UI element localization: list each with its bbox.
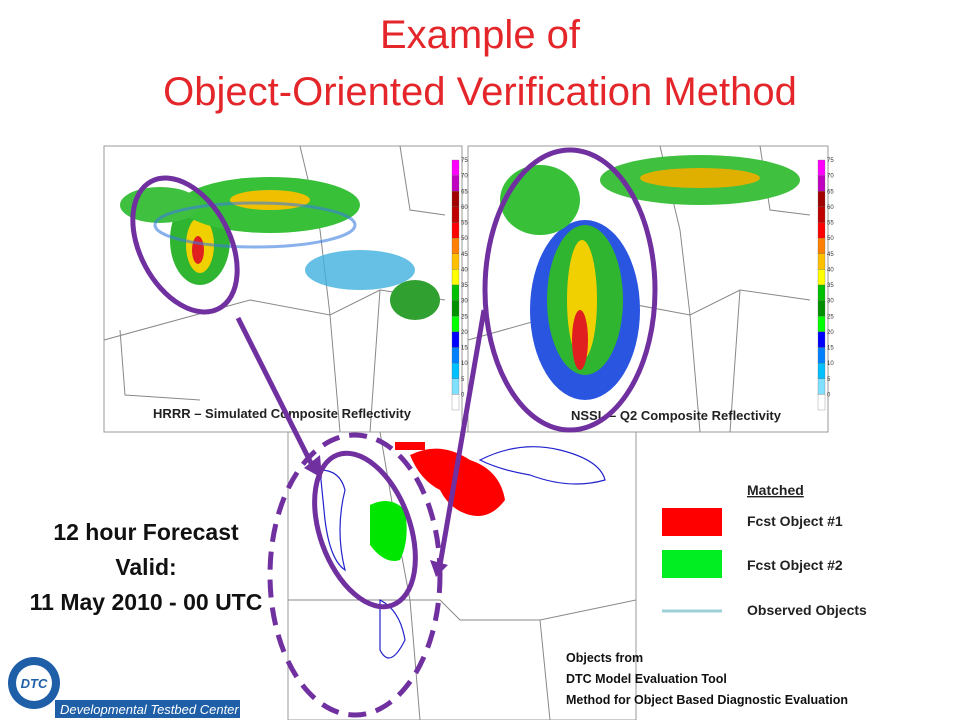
colorbar-label: 35 — [827, 283, 834, 289]
colorbar-label: 20 — [827, 330, 834, 336]
colorbar-segment — [817, 175, 826, 192]
title-line: Example of — [380, 13, 581, 57]
legend-item: Fcst Object #1 — [747, 513, 843, 529]
logo: DTC Developmental Testbed Center — [0, 655, 240, 720]
colorbar-segment — [451, 347, 460, 364]
colorbar-segment — [451, 237, 460, 254]
colorbar-label: 5 — [827, 377, 831, 383]
colorbar-segment — [817, 237, 826, 254]
colorbar-segment — [817, 394, 826, 411]
colorbar-segment — [817, 222, 826, 239]
colorbar-label: 30 — [461, 299, 468, 305]
colorbar-segment — [451, 394, 460, 411]
colorbar-segment — [451, 191, 460, 208]
forecast-text: 11 May 2010 - 00 UTC — [30, 589, 263, 615]
legend-item: Observed Objects — [747, 602, 867, 618]
legend-swatch — [662, 508, 722, 536]
colorbar-label: 40 — [461, 267, 468, 273]
colorbar-label: 55 — [827, 221, 834, 227]
panel-caption: NSSL – Q2 Composite Reflectivity — [571, 408, 782, 423]
mode-map — [287, 431, 637, 720]
colorbar-label: 30 — [827, 299, 834, 305]
colorbar-segment — [451, 362, 460, 379]
source-text: Method for Object Based Diagnostic Evalu… — [566, 693, 848, 707]
colorbar-segment — [451, 284, 460, 301]
colorbar-label: 25 — [827, 314, 834, 320]
annotations — [130, 147, 658, 718]
source-text: DTC Model Evaluation Tool — [566, 672, 727, 686]
nssl-map — [467, 145, 829, 433]
legend-item: Fcst Object #2 — [747, 557, 843, 573]
source-text: Objects from — [566, 651, 643, 665]
colorbar-segment — [451, 159, 460, 176]
colorbar-segment — [451, 175, 460, 192]
colorbar-label: 15 — [827, 346, 834, 352]
colorbar-label: 10 — [461, 361, 468, 367]
colorbar-segment — [451, 300, 460, 317]
colorbar-label: 70 — [827, 174, 834, 180]
colorbar-label: 45 — [827, 252, 834, 258]
logo-abbr: DTC — [21, 676, 48, 691]
colorbar-segment — [451, 269, 460, 286]
legend-title: Matched — [747, 482, 804, 498]
colorbar-segment — [817, 191, 826, 208]
colorbar-label: 60 — [461, 205, 468, 211]
colorbar-label: 20 — [461, 330, 468, 336]
colorbar-label: 0 — [827, 392, 831, 398]
colorbar-label: 0 — [461, 392, 465, 398]
hrrr-map — [103, 145, 463, 433]
colorbar-label: 50 — [827, 236, 834, 242]
colorbar-segment — [451, 222, 460, 239]
colorbar-segment — [817, 269, 826, 286]
colorbar-label: 55 — [461, 221, 468, 227]
colorbar-label: 10 — [827, 361, 834, 367]
colorbar-segment — [817, 206, 826, 223]
colorbar-label: 75 — [461, 158, 468, 164]
logo-name: Developmental Testbed Center — [60, 702, 239, 717]
colorbar-segment — [817, 316, 826, 333]
colorbar-label: 5 — [461, 377, 465, 383]
forecast-text: 12 hour Forecast — [53, 519, 239, 545]
colorbar-segment — [817, 159, 826, 176]
colorbar-label: 40 — [827, 267, 834, 273]
colorbar-label: 15 — [461, 346, 468, 352]
colorbar-segment — [817, 331, 826, 348]
colorbar-label: 65 — [827, 189, 834, 195]
colorbar-label: 45 — [461, 252, 468, 258]
colorbar-segment — [817, 362, 826, 379]
colorbar-segment — [451, 206, 460, 223]
panel-caption: HRRR – Simulated Composite Reflectivity — [153, 406, 412, 421]
colorbar-segment — [451, 316, 460, 333]
colorbar-label: 70 — [461, 174, 468, 180]
colorbar-segment — [451, 331, 460, 348]
colorbar-segment — [451, 253, 460, 270]
colorbar-label: 60 — [827, 205, 834, 211]
colorbar-segment — [817, 284, 826, 301]
colorbar-segment — [817, 378, 826, 395]
colorbar-segment — [817, 347, 826, 364]
forecast-text: Valid: — [115, 554, 176, 580]
colorbar-segment — [817, 253, 826, 270]
colorbar-label: 35 — [461, 283, 468, 289]
colorbar-label: 50 — [461, 236, 468, 242]
arrowheads — [304, 455, 448, 577]
title-line: Object-Oriented Verification Method — [163, 70, 797, 114]
colorbar-segment — [451, 378, 460, 395]
colorbar-segment — [817, 300, 826, 317]
colorbar-label: 25 — [461, 314, 468, 320]
legend-swatch — [662, 550, 722, 578]
colorbar-label: 65 — [461, 189, 468, 195]
colorbar-label: 75 — [827, 158, 834, 164]
